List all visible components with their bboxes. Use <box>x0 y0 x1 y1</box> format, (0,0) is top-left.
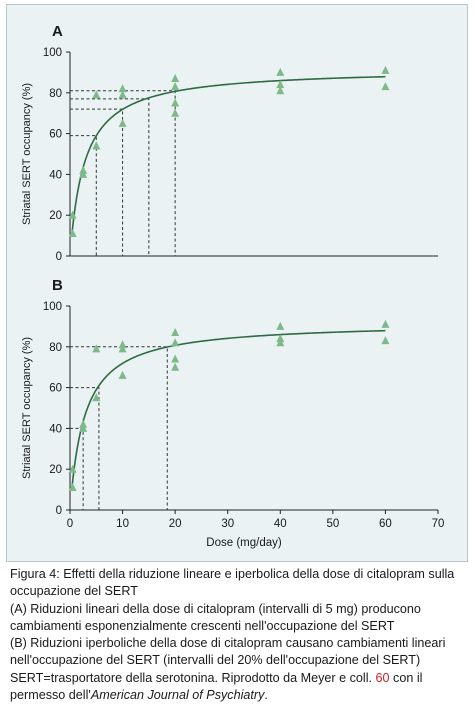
fit-curve <box>71 75 386 236</box>
x-tick-label: 20 <box>169 518 182 530</box>
caption-title: Figura 4: Effetti della riduzione linear… <box>10 567 455 599</box>
y-tick-label: 0 <box>56 505 62 517</box>
data-point <box>381 336 390 345</box>
data-point <box>68 210 77 219</box>
data-point <box>276 86 285 95</box>
data-point <box>92 344 101 353</box>
caption-end: . <box>264 688 268 703</box>
y-tick-label: 0 <box>56 251 62 263</box>
data-point <box>118 344 127 353</box>
data-point <box>68 483 77 492</box>
reference-line <box>70 108 124 256</box>
data-point <box>171 328 180 337</box>
reference-line <box>70 346 168 510</box>
reference-line <box>70 98 150 256</box>
figure-panel <box>6 4 468 562</box>
reference-line <box>70 387 100 510</box>
x-tick-label: 10 <box>116 518 129 530</box>
x-tick-label: 40 <box>274 518 287 530</box>
data-point <box>381 82 390 91</box>
data-point <box>171 362 180 371</box>
data-point <box>171 338 180 347</box>
data-point <box>118 90 127 99</box>
data-point <box>79 169 88 178</box>
caption-abbreviations: SERT=trasportatore della serotonina. Rip… <box>10 670 466 705</box>
data-point <box>276 67 285 76</box>
x-tick-label: 30 <box>221 518 234 530</box>
x-axis-label: Dose (mg/day) <box>206 537 282 549</box>
data-point <box>79 419 88 428</box>
reference-number[interactable]: 60 <box>375 670 390 685</box>
y-tick-label: 80 <box>49 88 62 100</box>
y-tick-label: 60 <box>49 129 62 141</box>
data-point <box>92 141 101 150</box>
data-point <box>118 370 127 379</box>
data-point <box>171 354 180 363</box>
data-point <box>171 98 180 107</box>
data-point <box>118 340 127 349</box>
panel-label: B <box>52 277 63 294</box>
chart-b: B 0 20 40 60 80 100 0 10 20 30 40 50 60 70 Striatal SER… <box>21 277 444 549</box>
chart-a: A 0 20 40 60 80 100 Striatal SERT occupancy (%) <box>21 23 438 263</box>
y-tick-label: 80 <box>49 342 62 354</box>
y-tick-label: 20 <box>49 210 62 222</box>
data-point <box>276 321 285 330</box>
y-tick-label: 60 <box>49 383 62 395</box>
data-point <box>118 84 127 93</box>
data-point <box>79 423 88 432</box>
reference-line <box>70 135 97 256</box>
data-point <box>92 393 101 402</box>
data-point <box>171 108 180 117</box>
data-point <box>276 338 285 347</box>
caption-part-b: (B) Riduzioni iperboliche della dose di … <box>10 636 446 668</box>
caption-abbrev-prefix: SERT=trasportatore della serotonina. Rip… <box>10 670 373 685</box>
data-point <box>171 82 180 91</box>
panel-label: A <box>52 23 63 40</box>
y-tick-label: 20 <box>49 464 62 476</box>
data-point <box>276 80 285 89</box>
figure-caption: Figura 4: Effetti della riduzione linear… <box>10 566 466 704</box>
data-point <box>79 165 88 174</box>
y-tick-label: 100 <box>43 301 62 313</box>
y-axis-label: Striatal SERT occupancy (%) <box>21 83 33 225</box>
caption-part-a: (A) Riduzioni lineari della dose di cita… <box>10 601 421 633</box>
fit-curve <box>71 329 386 490</box>
data-point <box>381 65 390 74</box>
y-tick-label: 40 <box>49 423 62 435</box>
y-tick-label: 40 <box>49 169 62 181</box>
y-axis-label: Striatal SERT occupancy (%) <box>21 337 33 479</box>
x-tick-label: 0 <box>67 518 73 530</box>
data-point <box>92 90 101 99</box>
x-tick-label: 70 <box>432 518 445 530</box>
y-tick-label: 100 <box>43 47 62 59</box>
data-point <box>276 334 285 343</box>
journal-name: American Journal of Psychiatry <box>90 688 265 703</box>
data-point <box>68 464 77 473</box>
data-point <box>171 74 180 83</box>
caption-abbrev-suffix: con il permesso dell' <box>10 670 423 703</box>
data-point <box>118 118 127 127</box>
x-tick-label: 60 <box>379 518 392 530</box>
x-tick-label: 50 <box>326 518 339 530</box>
data-point <box>381 319 390 328</box>
data-point <box>68 229 77 238</box>
